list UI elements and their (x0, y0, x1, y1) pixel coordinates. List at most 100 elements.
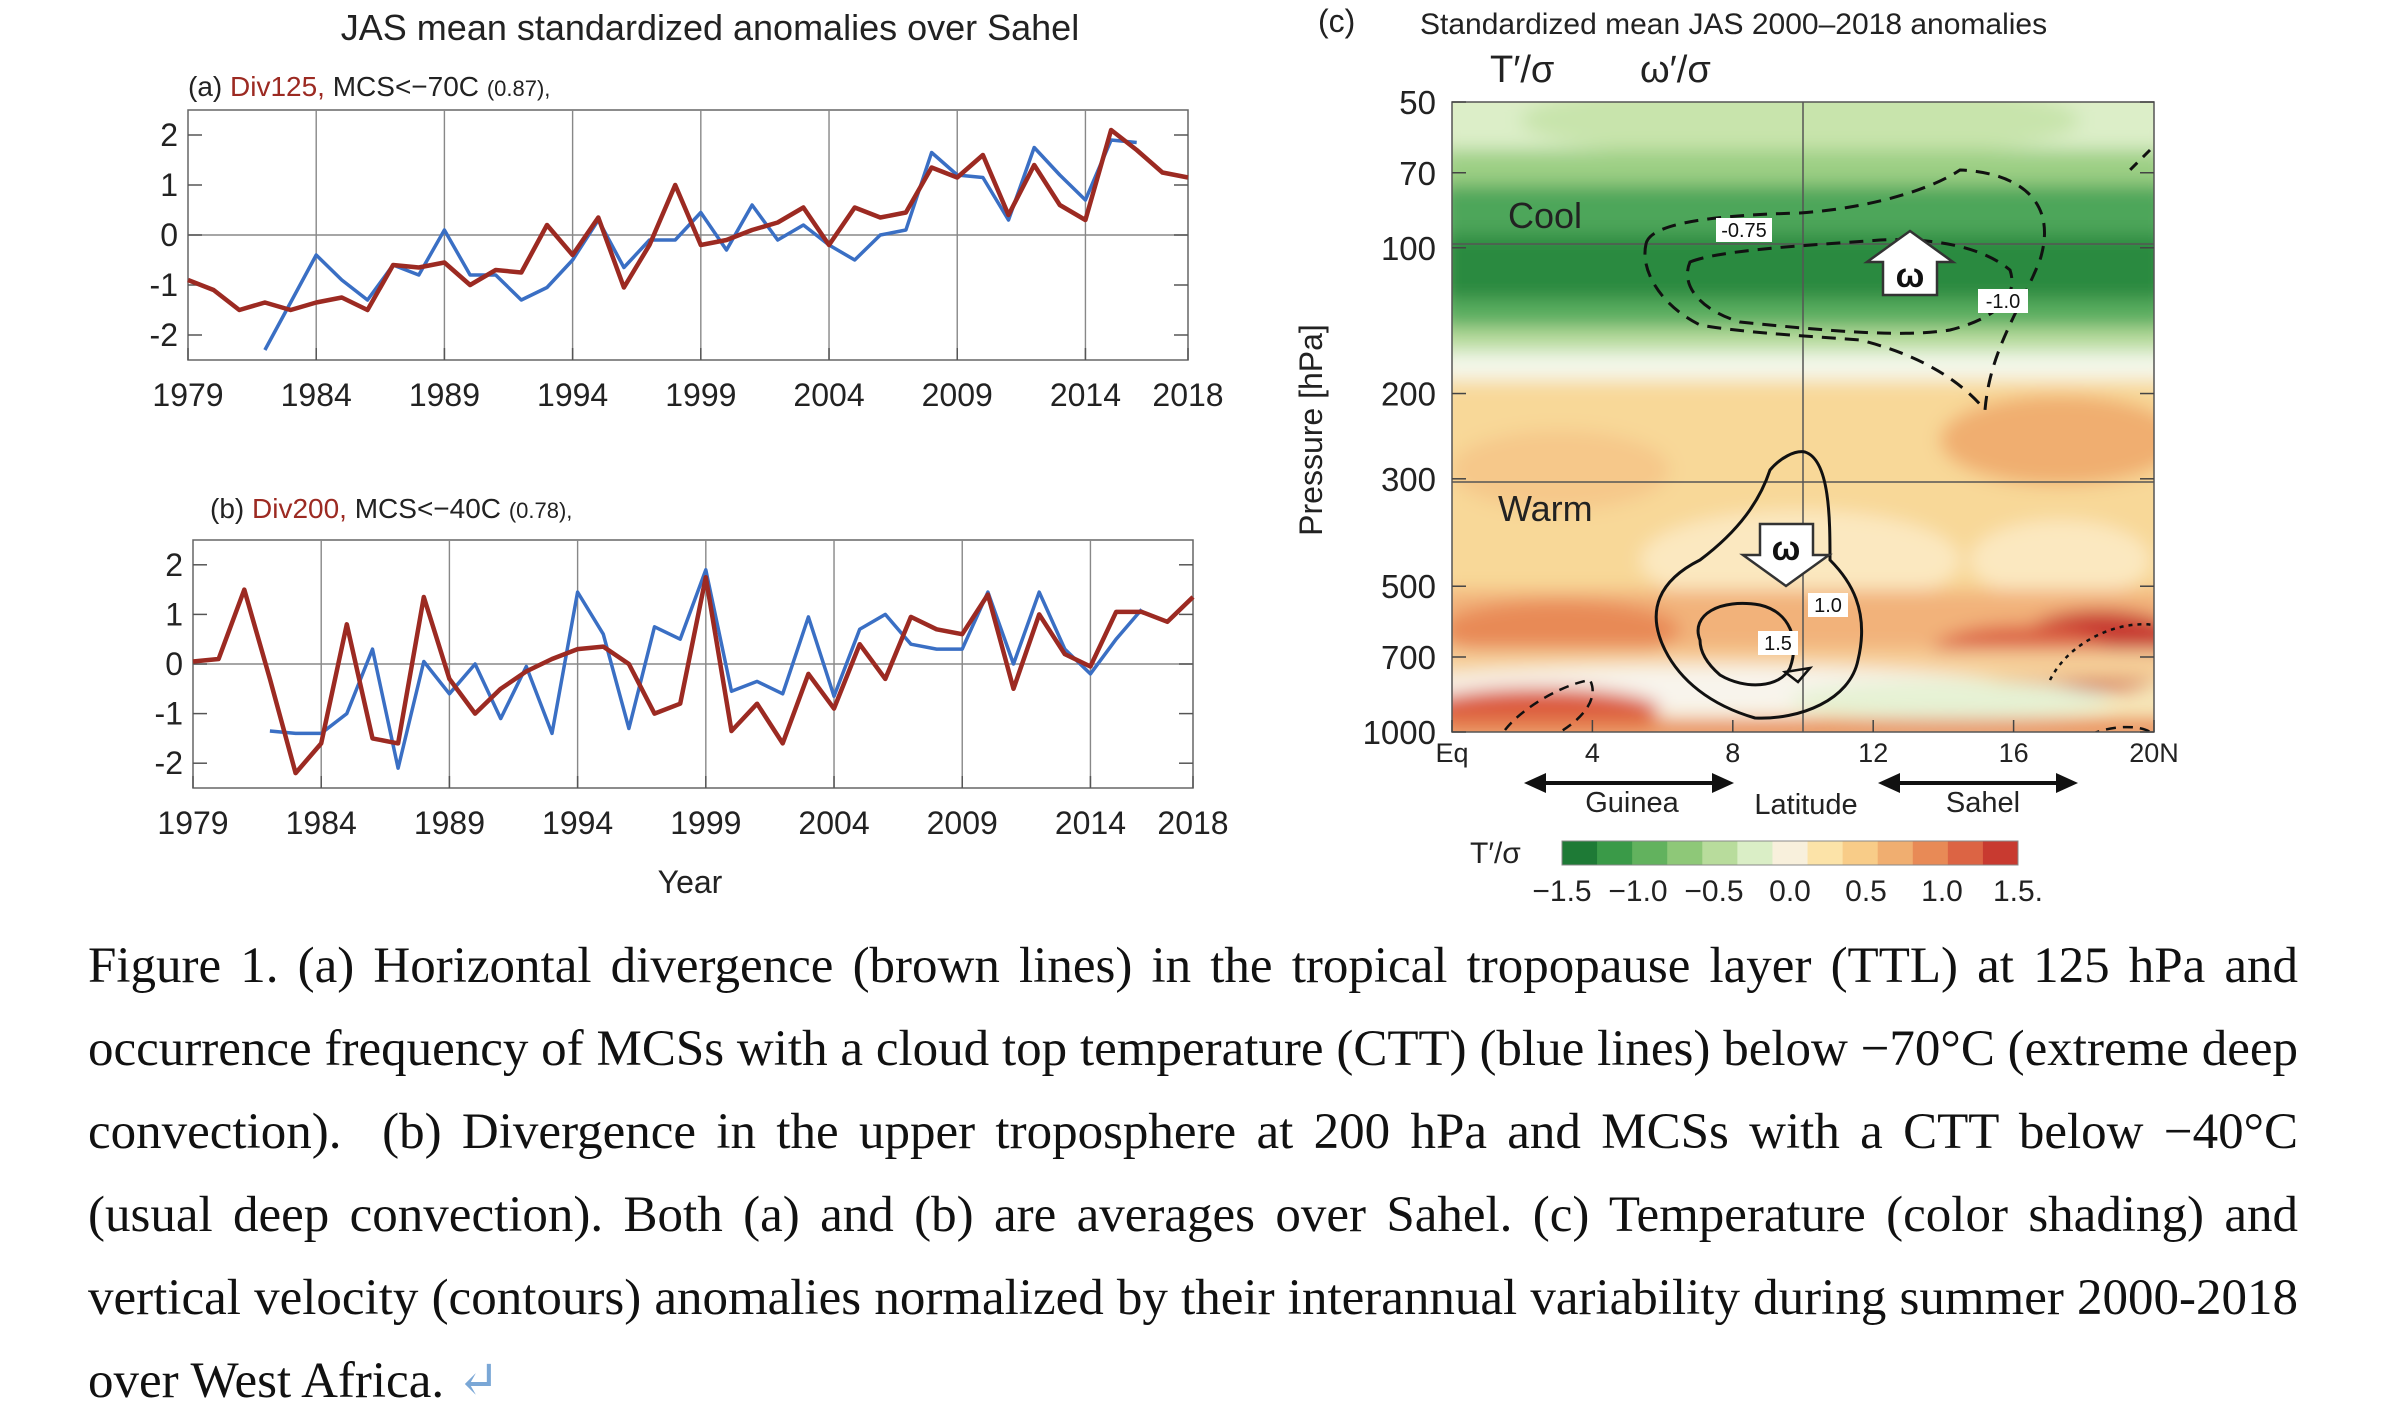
panel-a-ytick-label: 0 (160, 217, 178, 253)
panel-c-xticks: Eq 4 8 12 16 20N (1435, 720, 2179, 768)
figure: JAS mean standardized anomalies over Sah… (150, 3, 2179, 908)
panel-b-xticks: 1979 1984 1989 1994 1999 2004 2009 2014 2018 (157, 776, 1229, 841)
panel-a-ytick-label: 1 (160, 167, 178, 203)
panel-b-series2: MCS<−40C (355, 493, 501, 524)
panel-c-ytick-label: 500 (1381, 568, 1436, 605)
colorbar-swatch (1982, 841, 2019, 865)
panel-a-xtick-label: 1999 (665, 377, 736, 413)
region-sahel: Sahel (1946, 787, 2020, 819)
panel-c-ytick-label: 100 (1381, 230, 1436, 267)
region-guinea: Guinea (1585, 787, 1679, 819)
svg-text:-0.75: -0.75 (1721, 220, 1767, 242)
panel-b-series1: Div200, (252, 493, 347, 524)
contour-label-075: -0.75 (1716, 218, 1772, 242)
panel-a-xtick-label: 2014 (1050, 377, 1121, 413)
panel-a-grid (188, 110, 1188, 360)
panel-b-xtick-label: 1994 (542, 805, 613, 841)
colorbar-swatch (1737, 841, 1773, 865)
colorbar-swatch (1807, 841, 1844, 865)
panel-ab-title: JAS mean standardized anomalies over Sah… (341, 7, 1079, 48)
panel-b-series-div (192, 574, 1195, 776)
panel-c-xtick-label: 8 (1725, 738, 1740, 768)
panel-b-ytick-label: -2 (155, 745, 183, 781)
panel-c-ytick-label: 70 (1399, 155, 1436, 192)
panel-b-xtick-label: 1984 (286, 805, 357, 841)
colorbar-swatch (1877, 841, 1914, 865)
colorbar-swatch (1632, 841, 1668, 865)
colorbar-swatch (1842, 841, 1879, 865)
colorbar (1561, 840, 2019, 866)
svg-text:-1.0: -1.0 (1986, 291, 2020, 313)
panel-c-title: Standardized mean JAS 2000–2018 anomalie… (1420, 8, 2047, 41)
panel-b-ytick-label: 0 (165, 646, 183, 682)
colorbar-ticks: −1.5 −1.0 −0.5 0.0 0.5 1.0 1.5. (1532, 875, 2043, 908)
colorbar-swatch (1772, 841, 1809, 865)
panel-b-ytick-label: -1 (155, 696, 183, 732)
panel-c-ytick-label: 200 (1381, 376, 1436, 413)
colorbar-swatch (1702, 841, 1738, 865)
panel-a-label: (a) Div125, MCS<−70C (0.87), (188, 71, 550, 102)
panel-b-letter: (b) (210, 493, 244, 524)
svg-text:1.0: 1.0 (1814, 595, 1842, 617)
panel-b-yticks: 2 1 0 -1 -2 (155, 547, 1193, 781)
guinea-arrow (1524, 773, 1734, 793)
panel-a-xtick-label: 1989 (409, 377, 480, 413)
colorbar-tick-label: 0.0 (1769, 875, 1811, 908)
panel-b-xtick-label: 1999 (670, 805, 741, 841)
contour-label-10pos: 1.0 (1808, 593, 1848, 617)
panel-a-corr: (0.87), (487, 76, 551, 101)
colorbar-outline (1561, 840, 2019, 866)
panel-a-xtick-label: 1994 (537, 377, 608, 413)
panel-a-plot: 2 1 0 -1 -2 1979 1984 1989 1994 1999 2004 2009 2014… (150, 109, 1224, 413)
colorbar-label: T′/σ (1470, 837, 1521, 870)
panel-a-xtick-label: 2004 (793, 377, 864, 413)
panel-a-xtick-label: 1984 (281, 377, 352, 413)
panel-b-ytick-label: 2 (165, 547, 183, 583)
panel-b-lines (192, 568, 1195, 776)
panel-c-legend-w: ω′/σ (1640, 49, 1711, 91)
panel-a-series2: MCS<−70C (333, 71, 479, 102)
panel-a-lines (187, 127, 1189, 351)
panel-b-xtick-label: 1979 (157, 805, 228, 841)
omega-down-arrow: ω (1739, 522, 1833, 588)
panel-a-letter: (a) (188, 71, 222, 102)
panel-a-xtick-label: 2009 (922, 377, 993, 413)
panel-c-ytick-label: 700 (1381, 639, 1436, 676)
panel-b-grid (193, 540, 1193, 788)
colorbar-tick-label: 1.0 (1921, 875, 1963, 908)
colorbar-tick-label: 1.5. (1993, 875, 2043, 908)
panel-b-xtick-label: 2004 (798, 805, 869, 841)
colorbar-tick-label: −1.5 (1532, 875, 1591, 908)
sahel-arrow (1878, 773, 2078, 793)
panel-a-ytick-label: 2 (160, 117, 178, 153)
panel-a-ytick-label: -2 (150, 317, 178, 353)
panel-c-ylabel: Pressure [hPa] (1293, 324, 1329, 536)
svg-text:1.5: 1.5 (1764, 633, 1792, 655)
panel-b-label: (b) Div200, MCS<−40C (0.78), (210, 493, 572, 524)
panel-c-xtick-label: 16 (1999, 738, 2029, 768)
panel-c-xtick-label: 20N (2129, 738, 2179, 768)
colorbar-tick-label: −0.5 (1684, 875, 1743, 908)
latitude-label: Latitude (1754, 789, 1857, 821)
panel-c-legend-t: T′/σ (1490, 49, 1554, 91)
panel-c-frame (1451, 101, 2155, 733)
panel-a-xticks: 1979 1984 1989 1994 1999 2004 2009 2014 2018 (152, 348, 1224, 413)
colorbar-swatch (1562, 841, 1598, 865)
panel-c-xtick-label: 4 (1585, 738, 1600, 768)
panel-b-ytick-label: 1 (165, 596, 183, 632)
panel-b-xtick-label: 2018 (1157, 805, 1228, 841)
panel-a-xtick-label: 2018 (1152, 377, 1223, 413)
panel-a-xtick-label: 1979 (152, 377, 223, 413)
paragraph-mark: ↵ (456, 1353, 500, 1409)
colorbar-swatch (1947, 841, 1984, 865)
panel-a-series1: Div125, (230, 71, 325, 102)
contour-label-15: 1.5 (1758, 631, 1798, 655)
omega-up-symbol: ω (1896, 257, 1925, 295)
omega-down-symbol: ω (1772, 530, 1801, 568)
panel-a-series-div (187, 127, 1189, 313)
panel-a-ytick-label: -1 (150, 267, 178, 303)
label-cool: Cool (1508, 195, 1582, 236)
panel-a-series-mcs (263, 138, 1137, 351)
contour-label-10neg: -1.0 (1978, 289, 2028, 313)
panel-b-corr: (0.78), (509, 498, 573, 523)
